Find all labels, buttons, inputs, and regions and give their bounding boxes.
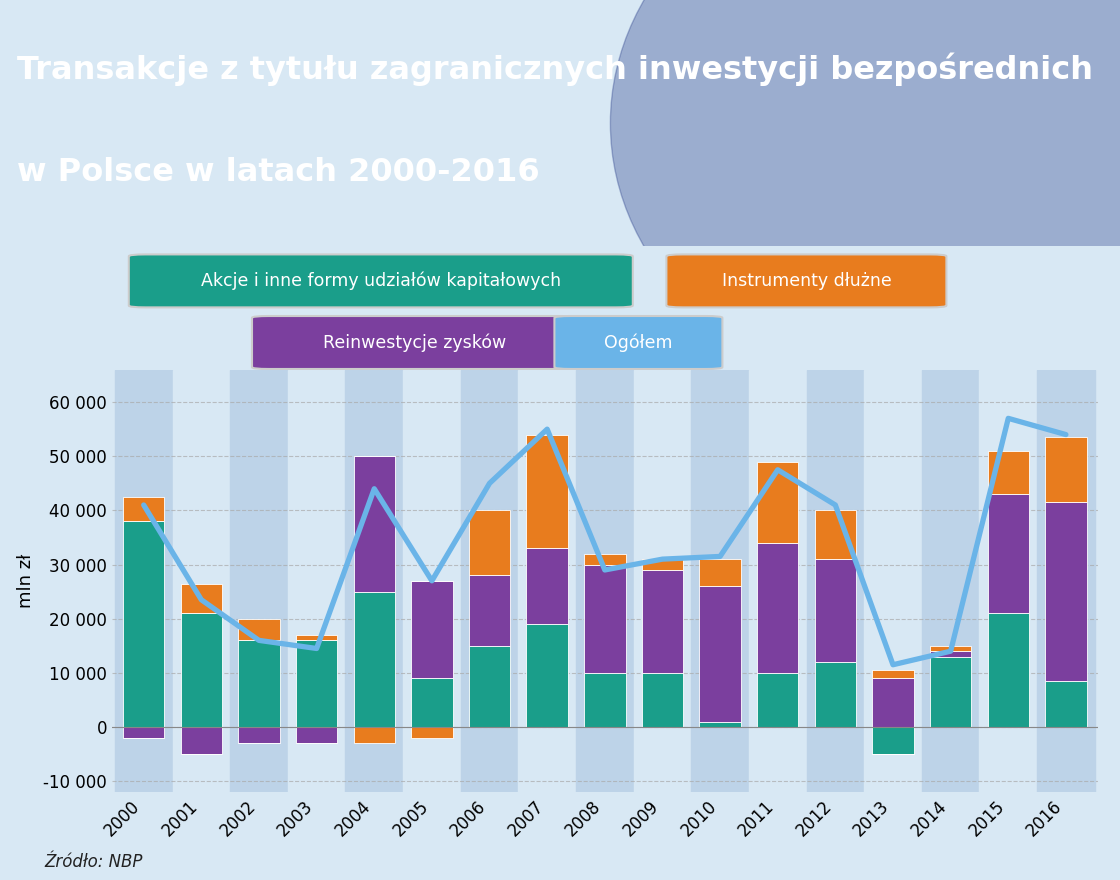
Bar [526,624,568,727]
Bar [576,370,634,792]
Bar [814,662,856,727]
Bar [288,370,345,792]
Bar [123,521,165,727]
Bar [115,370,172,792]
Bar [872,727,914,754]
Bar [526,435,568,548]
Bar [806,370,865,792]
Bar [1045,502,1086,681]
Text: w Polsce w latach 2000-2016: w Polsce w latach 2000-2016 [17,157,540,188]
Bar [699,722,740,727]
Bar [865,370,922,792]
Bar [930,651,971,656]
Bar [172,370,230,792]
Bar [634,370,691,792]
Bar [296,641,337,727]
Bar [757,462,799,543]
Bar [980,370,1037,792]
Ellipse shape [610,0,1120,394]
Text: Reinwestycje zysków: Reinwestycje zysków [323,334,506,352]
FancyBboxPatch shape [252,316,577,369]
Bar [584,673,626,727]
Bar [354,727,395,744]
Bar [642,559,683,570]
Bar [469,646,511,727]
Text: Transakcje z tytułu zagranicznych inwestycji bezpośrednich: Transakcje z tytułu zagranicznych inwest… [17,52,1093,85]
Text: Źródło: NBP: Źródło: NBP [45,853,143,871]
Bar [584,554,626,565]
Bar [922,370,980,792]
Text: Akcje i inne formy udziałów kapitałowych: Akcje i inne formy udziałów kapitałowych [200,272,561,290]
Bar [354,456,395,591]
Bar [988,613,1029,727]
Bar [699,559,740,586]
Text: Instrumenty dłużne: Instrumenty dłużne [721,272,892,290]
Bar [239,727,280,744]
Bar [460,370,519,792]
Bar [123,727,165,737]
Y-axis label: mln zł: mln zł [17,554,35,608]
Bar [1045,681,1086,727]
Bar [930,646,971,651]
Bar [123,497,165,521]
Bar [180,613,222,727]
Bar [526,548,568,624]
Bar [239,619,280,641]
Bar [1045,437,1086,502]
Bar [988,495,1029,613]
Bar [814,559,856,662]
Bar [230,370,288,792]
Bar [519,370,576,792]
Bar [411,727,452,737]
Bar [469,510,511,576]
Bar [354,591,395,727]
FancyBboxPatch shape [666,254,946,307]
Bar [988,451,1029,495]
Bar [699,586,740,722]
Bar [180,583,222,613]
Bar [749,370,806,792]
Bar [296,635,337,641]
Bar [642,673,683,727]
Bar [814,510,856,559]
Bar [584,565,626,673]
Bar [757,543,799,673]
Bar [872,678,914,727]
FancyBboxPatch shape [129,254,633,307]
Bar [691,370,749,792]
Bar [345,370,403,792]
Bar [469,576,511,646]
Bar [403,370,460,792]
Bar [411,581,452,678]
Bar [757,673,799,727]
Bar [1037,370,1094,792]
Bar [411,678,452,727]
Bar [872,671,914,678]
Bar [180,727,222,754]
Bar [930,656,971,727]
Bar [296,727,337,744]
Bar [239,641,280,727]
Text: Ogółem: Ogółem [604,334,673,352]
FancyBboxPatch shape [554,316,722,369]
Bar [642,570,683,673]
